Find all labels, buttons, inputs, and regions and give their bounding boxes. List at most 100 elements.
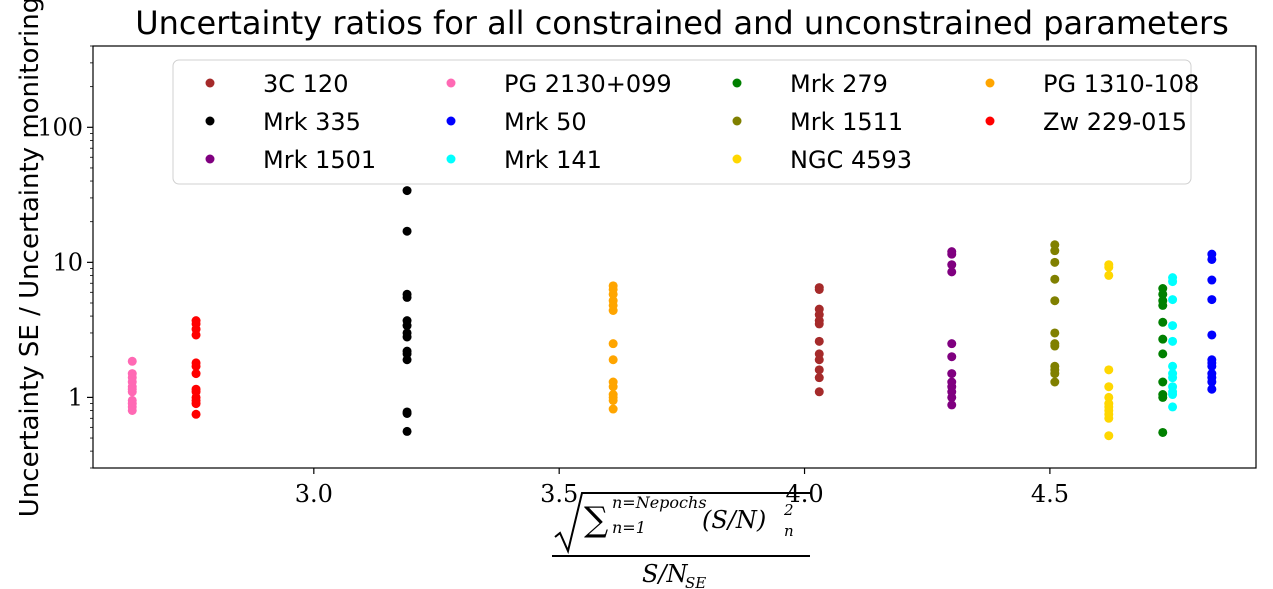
data-point <box>1104 392 1114 402</box>
data-point <box>1104 365 1114 375</box>
legend-marker <box>205 116 215 126</box>
data-point <box>191 361 201 371</box>
y-tick-label: 1 <box>68 383 83 411</box>
legend-entry: Mrk 279 <box>732 70 888 98</box>
data-point <box>1104 382 1114 392</box>
y-tick-label: 10 <box>52 248 83 276</box>
legend-label: Mrk 141 <box>504 146 602 174</box>
data-point <box>1207 275 1217 285</box>
legend-box <box>172 59 1192 185</box>
data-point <box>1158 334 1168 344</box>
data-point <box>1207 361 1217 371</box>
data-point <box>402 321 412 331</box>
data-point <box>1207 295 1217 305</box>
data-point <box>947 249 957 259</box>
data-point <box>402 408 412 418</box>
data-point <box>814 373 824 383</box>
data-point <box>814 336 824 346</box>
data-point <box>191 409 201 419</box>
data-point <box>1168 277 1178 287</box>
legend-label: NGC 4593 <box>790 146 912 174</box>
series-3 <box>127 356 137 415</box>
data-point <box>1207 384 1217 394</box>
legend-marker <box>446 78 456 88</box>
data-point <box>1168 361 1178 371</box>
legend-label: Mrk 279 <box>790 70 888 98</box>
data-point <box>1158 427 1168 437</box>
data-point <box>402 292 412 302</box>
series-9 <box>608 281 618 414</box>
data-point <box>191 399 201 409</box>
legend-marker <box>446 154 456 164</box>
legend-marker <box>732 78 742 88</box>
legend-entry: Mrk 50 <box>446 108 587 136</box>
data-point <box>1207 330 1217 340</box>
data-point <box>1158 377 1168 387</box>
xlabel-denominator: S/N <box>642 560 689 588</box>
data-point <box>1168 373 1178 383</box>
legend-entry: Mrk 141 <box>446 146 602 174</box>
data-point <box>1158 349 1168 359</box>
data-point <box>814 355 824 365</box>
data-point <box>814 284 824 294</box>
data-point <box>947 392 957 402</box>
data-point <box>1050 377 1060 387</box>
data-point <box>1158 392 1168 402</box>
data-point <box>402 186 412 196</box>
data-point <box>1207 377 1217 387</box>
series-7 <box>1050 240 1060 387</box>
data-point <box>608 339 618 349</box>
data-point <box>127 387 137 397</box>
data-point <box>402 332 412 342</box>
plot-frame <box>92 45 1257 469</box>
legend-entry: PG 2130+099 <box>446 70 672 98</box>
data-point <box>1158 300 1168 310</box>
legend-marker <box>446 116 456 126</box>
data-point <box>402 355 412 365</box>
data-point <box>947 339 957 349</box>
data-point <box>402 426 412 436</box>
legend-marker <box>205 78 215 88</box>
xlabel-sqrt-sign <box>554 492 810 555</box>
data-point <box>608 355 618 365</box>
x-tick-label: 3.0 <box>295 480 333 508</box>
data-point <box>1104 262 1114 272</box>
xlabel-term-sub: n <box>784 522 794 540</box>
series-10 <box>191 316 201 419</box>
data-point <box>814 387 824 397</box>
data-point <box>947 260 957 270</box>
data-point <box>1168 321 1178 331</box>
data-point <box>191 369 201 379</box>
data-point <box>402 226 412 236</box>
data-point <box>1050 328 1060 338</box>
legend-label: Zw 229-015 <box>1043 108 1187 136</box>
data-point <box>1104 431 1114 441</box>
data-point <box>1168 402 1178 412</box>
plot-area <box>127 186 1217 441</box>
y-tick-label: 100 <box>37 113 83 141</box>
legend-marker <box>985 116 995 126</box>
data-point <box>1158 317 1168 327</box>
legend-marker <box>732 154 742 164</box>
data-point <box>1104 413 1114 423</box>
legend-label: PG 1310-108 <box>1043 70 1199 98</box>
y-axis-ticks: 1 10 100 <box>37 45 93 469</box>
data-point <box>608 404 618 414</box>
data-point <box>1158 289 1168 299</box>
data-point <box>1168 295 1178 305</box>
series-1 <box>402 186 412 436</box>
data-point <box>1050 246 1060 256</box>
legend-entry: Mrk 1511 <box>732 108 903 136</box>
data-point <box>814 365 824 375</box>
y-axis-label: Uncertainty SE / Uncertainty monitoring <box>15 0 45 517</box>
data-point <box>947 369 957 379</box>
data-point <box>1050 257 1060 267</box>
data-point <box>127 356 137 366</box>
xlabel-term: (S/N) <box>702 506 766 534</box>
legend-entry: Mrk 1501 <box>205 146 376 174</box>
chart-title: Uncertainty ratios for all constrained a… <box>135 4 1229 42</box>
x-axis-label: ∑ n=Nepochs n=1 (S/N) 2 n S/N SE <box>552 492 810 589</box>
data-point <box>1050 274 1060 284</box>
legend-label: Mrk 1511 <box>790 108 903 136</box>
